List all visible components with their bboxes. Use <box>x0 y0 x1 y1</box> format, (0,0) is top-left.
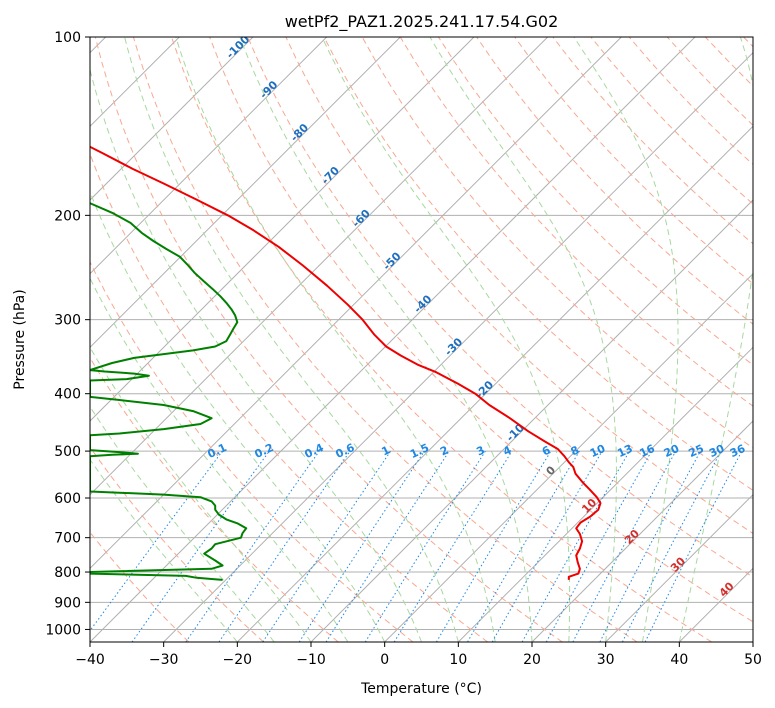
mixing-ratio-line <box>572 450 677 642</box>
isotherm-line <box>457 346 753 642</box>
moist-adiabat-line <box>239 37 533 642</box>
dewpoint-profile-line <box>90 202 248 581</box>
moist-adiabat-line <box>175 37 496 642</box>
mixing-ratio-label: 10 <box>588 442 608 460</box>
y-tick-label: 100 <box>54 30 81 46</box>
moist-adiabat-line <box>90 405 275 642</box>
isotherm-line <box>531 420 753 642</box>
dry-adiabat-line <box>171 37 712 642</box>
isotherm-line <box>605 493 753 642</box>
mixing-ratio-line <box>218 450 351 642</box>
moist-adiabat-line <box>90 67 422 642</box>
dry-adiabat-line <box>209 37 753 623</box>
x-tick-label: −40 <box>75 652 105 668</box>
moist-adiabat-line <box>429 37 617 642</box>
dry-adiabat-line <box>90 446 264 642</box>
dry-adiabat-line <box>285 37 753 535</box>
isotherm-line <box>90 37 401 349</box>
mixing-ratio-label: 30 <box>707 442 727 460</box>
x-tick-label: 20 <box>523 652 541 668</box>
moist-adiabat-line <box>573 37 679 642</box>
x-tick-label: 30 <box>597 652 615 668</box>
mixing-ratio-line <box>131 450 270 642</box>
x-tick-label: 40 <box>670 652 688 668</box>
isotherm-line <box>90 37 328 275</box>
profile-lines <box>90 145 602 581</box>
mixing-ratio-line <box>185 450 320 642</box>
isotherm-line <box>163 51 753 642</box>
x-axis-ticks: −40 −30 −20 −10 0 10 20 30 40 50 <box>75 642 762 668</box>
mixing-ratio-label: 13 <box>615 442 634 460</box>
dry-adiabat-line <box>476 37 753 325</box>
x-tick-label: −20 <box>223 652 253 668</box>
mixing-ratio-line <box>325 450 450 642</box>
y-axis-title: Pressure (hPa) <box>12 289 28 389</box>
mixing-ratio-line <box>545 450 653 642</box>
y-tick-label: 900 <box>54 595 81 611</box>
y-tick-label: 400 <box>54 387 81 403</box>
moist-adiabat-line <box>321 37 571 642</box>
isotherm-line <box>90 37 475 422</box>
isotherm-line <box>90 37 622 570</box>
mixing-ratio-line <box>298 450 425 642</box>
plot-frame <box>89 36 754 643</box>
moist-adiabat-line <box>124 37 459 642</box>
mixing-ratio-line <box>393 450 513 642</box>
dry-adiabat-line <box>514 37 753 285</box>
mixing-ratio-line <box>644 450 743 642</box>
isotherm-line <box>90 37 549 496</box>
background-lines <box>90 37 753 642</box>
x-tick-label: −30 <box>149 652 179 668</box>
x-axis-title: Temperature (°C) <box>360 681 482 697</box>
y-tick-label: 600 <box>54 491 81 507</box>
y-tick-label: 500 <box>54 444 81 460</box>
dry-adiabat-line <box>323 37 753 491</box>
moist-adiabat-line <box>90 190 386 642</box>
y-tick-label: 200 <box>54 208 81 224</box>
y-tick-label: 1000 <box>45 622 81 638</box>
dry-adiabat-line <box>132 37 638 642</box>
x-tick-label: 10 <box>449 652 467 668</box>
isotherm-line <box>236 125 753 642</box>
temperature-profile-line <box>90 145 602 580</box>
mixing-ratio-label: 16 <box>638 442 658 460</box>
mixing-ratio-label: 20 <box>662 442 682 460</box>
dry-adiabat-line <box>90 260 414 642</box>
moist-adiabat-line <box>678 37 753 642</box>
y-tick-label: 300 <box>54 313 81 329</box>
chart-title: wetPf2_PAZ1.2025.241.17.54.G02 <box>285 12 559 32</box>
y-tick-label: 700 <box>54 531 81 547</box>
moist-adiabat-line <box>90 458 238 642</box>
y-axis-ticks: 100 200 300 400 500 600 700 800 900 1000 <box>45 30 90 638</box>
mixing-ratio-line <box>90 450 223 632</box>
mixing-ratio-line <box>521 450 630 642</box>
dry-adiabat-line <box>90 356 339 642</box>
x-tick-label: −10 <box>296 652 326 668</box>
dry-adiabat-line <box>247 37 753 578</box>
mixing-ratio-label: 25 <box>687 442 706 460</box>
dry-adiabat-line <box>94 37 563 642</box>
mixing-ratio-label: 36 <box>728 442 748 460</box>
isotherm-line <box>90 37 254 201</box>
moist-adiabat-line <box>90 346 312 642</box>
isotherm-line <box>384 272 753 642</box>
x-tick-label: 0 <box>380 652 389 668</box>
moist-adiabat-line <box>90 277 349 642</box>
y-tick-label: 800 <box>54 565 81 581</box>
mixing-ratio-line <box>262 450 392 642</box>
x-tick-label: 50 <box>744 652 762 668</box>
